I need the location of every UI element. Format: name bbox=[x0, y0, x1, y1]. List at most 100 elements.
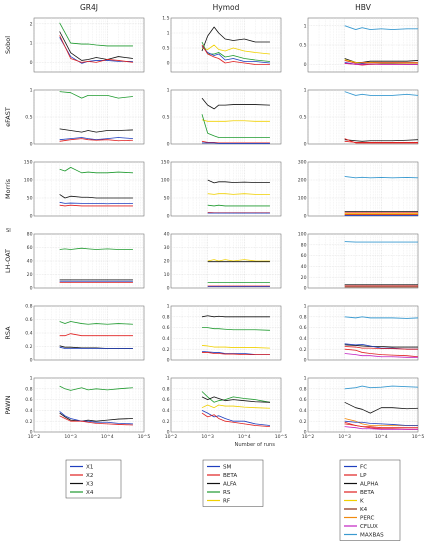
y-tick-label: 0.6 bbox=[25, 317, 32, 323]
series-line-maxbas bbox=[344, 175, 419, 179]
x-tick-label: 10^2 bbox=[28, 434, 41, 440]
y-tick-label: 0.2 bbox=[162, 347, 169, 353]
series-line-rf bbox=[207, 259, 270, 262]
series-line-beta bbox=[344, 140, 418, 143]
series-line-beta bbox=[201, 140, 270, 144]
panel: 00.51 bbox=[299, 17, 419, 73]
y-tick-label: 0 bbox=[167, 286, 170, 292]
y-tick-label: 0.6 bbox=[299, 325, 306, 331]
y-tick-label: 20 bbox=[164, 259, 170, 265]
y-tick-label: 1 bbox=[30, 41, 33, 47]
series-line-x2 bbox=[59, 415, 133, 426]
series-line-rs bbox=[207, 204, 270, 207]
series-line-maxbas bbox=[344, 241, 418, 243]
series-line-fc bbox=[344, 420, 418, 426]
y-tick-label: 0.2 bbox=[162, 419, 169, 425]
y-tick-label: 0.8 bbox=[25, 386, 32, 392]
y-tick-label: 1 bbox=[304, 88, 307, 94]
y-axis-label: SI bbox=[6, 228, 11, 234]
series-line-sm bbox=[201, 410, 271, 426]
panel-frame bbox=[307, 305, 419, 361]
panel-frame bbox=[170, 305, 282, 361]
y-tick-label: 0.4 bbox=[299, 336, 306, 342]
series-line-beta bbox=[201, 412, 270, 427]
panel: 00.51 bbox=[299, 88, 419, 148]
x-tick-label: 10^3 bbox=[64, 434, 77, 440]
panel: 0 20 40 60 80 100 bbox=[298, 232, 419, 292]
y-tick-label: 0 bbox=[304, 214, 307, 220]
panel-frame bbox=[307, 161, 419, 217]
y-tick-label: 1 bbox=[304, 376, 307, 382]
legend-label: PERC bbox=[360, 516, 375, 522]
x-tick-label: 10^4 bbox=[101, 434, 114, 440]
row-label: eFAST bbox=[4, 107, 12, 127]
series-line-rf bbox=[201, 345, 270, 349]
y-tick-label: 0.5 bbox=[162, 46, 169, 52]
panel-frame bbox=[33, 377, 145, 433]
y-tick-label: 0 bbox=[30, 358, 33, 364]
panel-frame bbox=[307, 377, 419, 433]
y-tick-label: 0.6 bbox=[162, 325, 169, 331]
y-tick-label: 0.2 bbox=[25, 419, 32, 425]
y-tick-label: 100 bbox=[161, 178, 170, 184]
panel: 00.51 bbox=[25, 88, 145, 148]
y-tick-label: 40 bbox=[164, 232, 170, 238]
y-tick-label: 30 bbox=[164, 245, 170, 251]
series-line-rf bbox=[201, 404, 270, 409]
y-tick-label: 80 bbox=[301, 242, 307, 248]
y-tick-label: 150 bbox=[24, 160, 33, 166]
legend: X1 X2 X3 X4 bbox=[65, 459, 122, 499]
legend-label: ALFA bbox=[223, 482, 237, 488]
y-tick-label: 0.8 bbox=[25, 304, 32, 310]
series-line-x1 bbox=[59, 137, 133, 141]
y-tick-label: 1 bbox=[167, 304, 170, 310]
y-tick-label: 50 bbox=[27, 196, 33, 202]
panel: 0 50 100 150 bbox=[161, 160, 282, 220]
series-line-alfa bbox=[207, 179, 270, 184]
panel-grid: 01200.511.500.5100.5100.5100.51050100150… bbox=[24, 16, 425, 440]
y-tick-label: 0 bbox=[304, 286, 307, 292]
panel: 0 10 20 30 40 bbox=[164, 232, 282, 292]
panel: 0 0.2 0.4 0.6 0.8 1 10^2 10^3 10^4 10^5 bbox=[299, 376, 424, 440]
y-tick-label: 0.8 bbox=[162, 314, 169, 320]
y-tick-label: 1 bbox=[304, 23, 307, 29]
series-line-lp bbox=[344, 348, 419, 358]
y-tick-label: 0 bbox=[30, 214, 33, 220]
y-tick-label: 0.4 bbox=[25, 408, 32, 414]
y-tick-label: 0.4 bbox=[162, 336, 169, 342]
series-line-x4 bbox=[59, 247, 133, 250]
legend-label: FC bbox=[360, 465, 367, 471]
series-line-rs bbox=[201, 114, 270, 138]
y-tick-label: 1 bbox=[167, 88, 170, 94]
y-tick-label: 0.2 bbox=[299, 419, 306, 425]
y-tick-label: 0.8 bbox=[299, 314, 306, 320]
y-tick-label: 0.8 bbox=[162, 386, 169, 392]
series-line-alpha bbox=[344, 139, 419, 142]
series-line-x1 bbox=[59, 37, 133, 64]
series-line-maxbas bbox=[344, 385, 419, 390]
row-label: Morris bbox=[4, 178, 12, 199]
series-line-rf bbox=[207, 193, 270, 195]
panel: 0 0.2 0.4 0.6 0.8 bbox=[25, 304, 145, 364]
panel-frame bbox=[307, 233, 419, 289]
column-title: Hymod bbox=[213, 3, 240, 12]
y-tick-label: 1.5 bbox=[162, 16, 169, 22]
y-tick-label: 0 bbox=[167, 61, 170, 67]
x-tick-label: 10^4 bbox=[238, 434, 251, 440]
y-tick-label: 0 bbox=[30, 142, 33, 148]
y-tick-label: 0 bbox=[167, 430, 170, 436]
panel: 0 50 100 150 bbox=[24, 160, 145, 220]
y-tick-label: 1 bbox=[30, 376, 33, 382]
x-tick-label: 10^5 bbox=[412, 434, 425, 440]
series-line-rf bbox=[201, 119, 270, 122]
y-tick-label: 20 bbox=[27, 272, 33, 278]
series-line-x1 bbox=[59, 201, 133, 205]
y-tick-label: 40 bbox=[27, 259, 33, 265]
legend-label: X4 bbox=[86, 490, 94, 496]
series-line-x3 bbox=[59, 128, 133, 133]
y-tick-label: 0 bbox=[30, 430, 33, 436]
series-line-cflux bbox=[344, 426, 418, 430]
y-tick-label: 0 bbox=[167, 214, 170, 220]
y-tick-label: 0.5 bbox=[299, 43, 306, 49]
